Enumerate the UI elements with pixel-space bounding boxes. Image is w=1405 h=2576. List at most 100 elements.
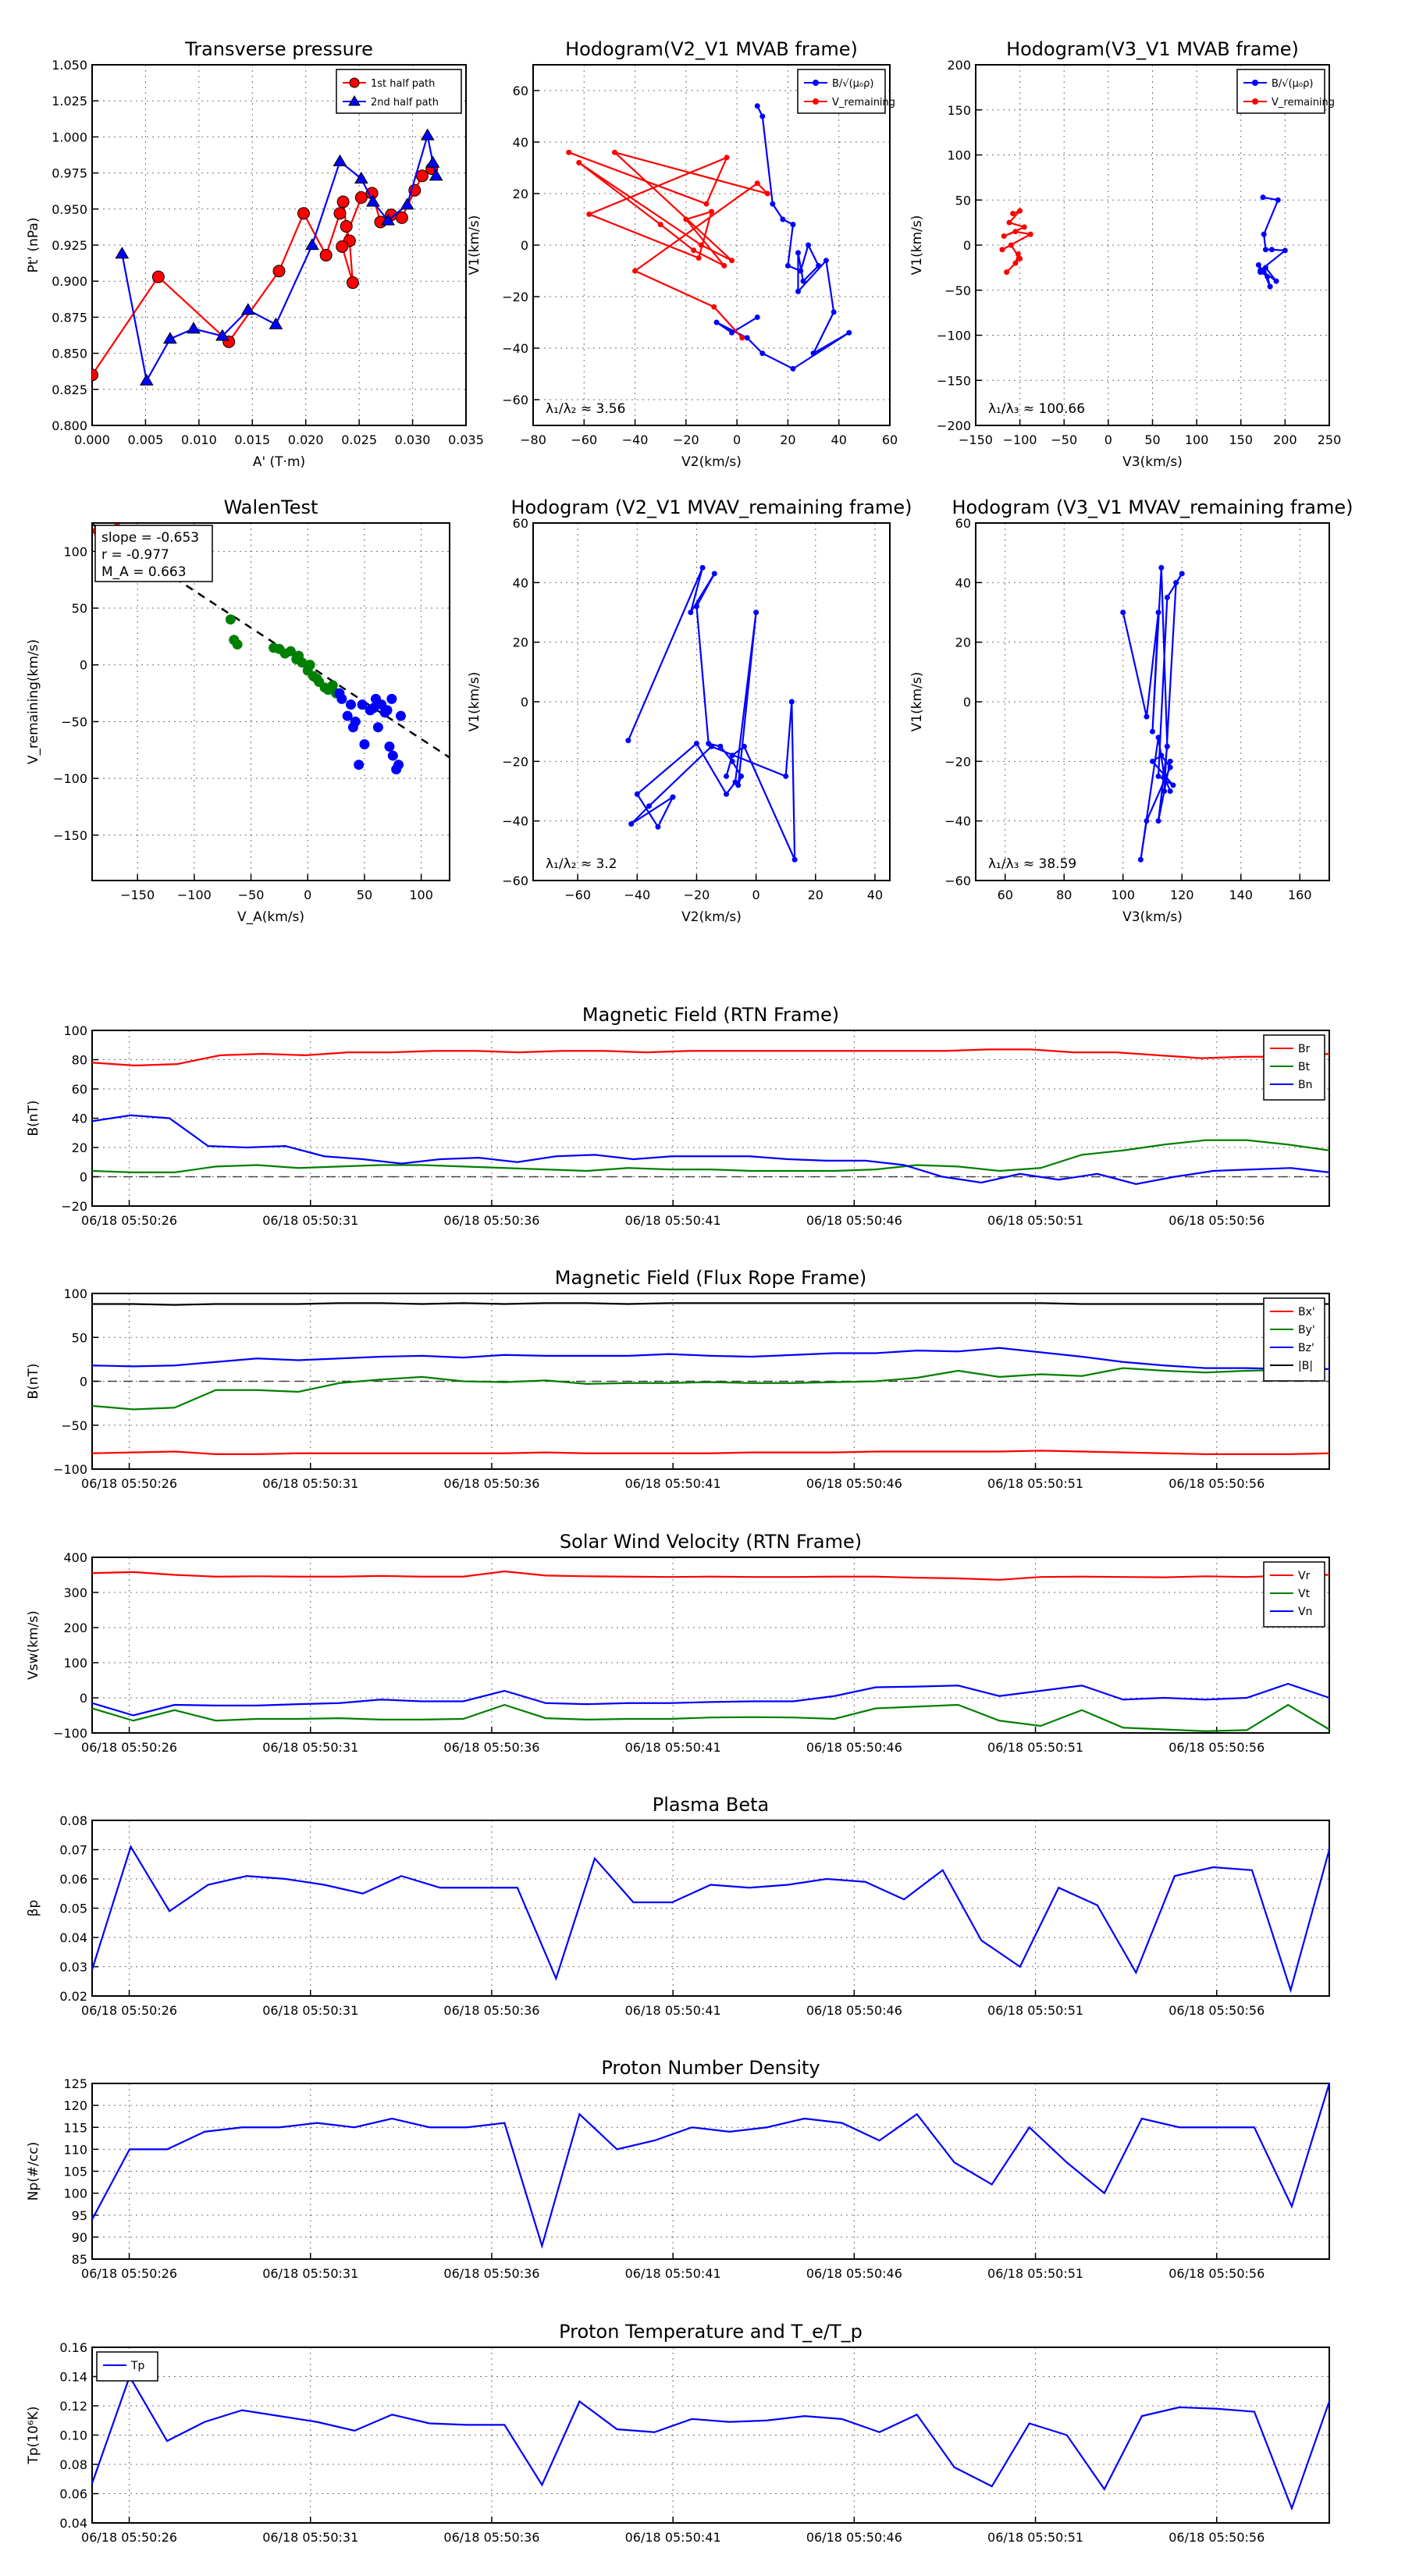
plot-area — [1120, 564, 1185, 863]
data-point — [699, 564, 706, 571]
data-point — [420, 128, 435, 141]
data-point — [754, 314, 760, 320]
data-point — [683, 216, 689, 222]
y-tick-label: 60 — [955, 516, 971, 531]
series-line — [1122, 568, 1183, 860]
data-point — [709, 208, 714, 215]
data-point — [347, 722, 358, 733]
y-tick-label: −50 — [61, 714, 87, 729]
data-point — [215, 329, 229, 341]
data-point — [429, 169, 443, 181]
data-point — [1015, 251, 1021, 258]
series-line-Bx' — [91, 1450, 1330, 1455]
data-point — [1170, 782, 1176, 788]
data-point — [1137, 856, 1144, 863]
chart-title: Hodogram(V3_V1 MVAB frame) — [1006, 38, 1299, 60]
data-point — [791, 856, 798, 863]
plot-frame — [91, 1030, 1330, 1207]
data-point — [1267, 283, 1273, 290]
data-point — [381, 213, 395, 226]
y-tick-label: 100 — [63, 1023, 87, 1038]
legend-label: Tp — [130, 2360, 145, 2372]
y-tick-label: 0 — [521, 695, 528, 710]
legend-label: B/√(μ₀ρ) — [832, 78, 873, 90]
y-tick-label: 110 — [63, 2142, 87, 2157]
data-point — [576, 159, 582, 165]
data-point — [1282, 247, 1288, 254]
legend-label: 1st half path — [371, 78, 435, 90]
y-tick-label: 200 — [947, 58, 971, 73]
legend-marker — [1252, 80, 1258, 86]
y-tick-label: −200 — [937, 418, 971, 433]
data-point — [346, 699, 357, 710]
x-tick-label: 0 — [1104, 432, 1112, 447]
legend-label: By' — [1298, 1324, 1315, 1336]
x-tick-label: 80 — [1056, 888, 1072, 902]
data-point — [274, 643, 285, 654]
x-tick-label: 06/18 05:50:31 — [262, 1740, 358, 1755]
y-tick-label: 100 — [63, 1286, 87, 1301]
x-tick-label: 06/18 05:50:51 — [987, 1476, 1083, 1491]
data-point — [729, 329, 735, 336]
plot-frame — [532, 64, 891, 426]
y-tick-label: 100 — [63, 1656, 87, 1670]
y-tick-label: 100 — [63, 2186, 87, 2201]
data-point — [415, 169, 429, 183]
data-point — [1164, 594, 1170, 600]
data-point — [1161, 773, 1168, 779]
data-point — [999, 247, 1005, 253]
y-tick-label: 100 — [947, 148, 971, 163]
y-tick-label: 40 — [72, 1112, 87, 1126]
data-point — [1144, 818, 1150, 824]
data-point — [655, 824, 661, 830]
y-tick-label: −40 — [502, 814, 528, 829]
y-tick-label: 200 — [63, 1621, 87, 1635]
data-point — [703, 201, 710, 207]
data-point — [823, 258, 829, 264]
plot-frame — [91, 2347, 1330, 2524]
data-point — [187, 322, 201, 334]
x-tick-label: 250 — [1318, 432, 1342, 447]
y-tick-label: −150 — [53, 828, 87, 843]
chart-vsw: Solar Wind Velocity (RTN Frame) 06/18 05:… — [26, 1531, 1330, 1755]
data-point — [285, 646, 296, 656]
series-line-|B| — [92, 1302, 1329, 1306]
y-tick-label: 1.050 — [52, 58, 87, 73]
plot-frame — [91, 1820, 1330, 1997]
data-point — [810, 350, 816, 357]
y-axis-label: Vsw(km/s) — [26, 1610, 41, 1680]
legend-marker — [813, 98, 819, 105]
data-point — [346, 276, 359, 290]
data-point — [1167, 764, 1173, 770]
data-point — [1027, 231, 1033, 237]
y-tick-label: 400 — [63, 1550, 87, 1565]
y-tick-label: 20 — [955, 635, 971, 650]
data-point — [1012, 260, 1019, 266]
y-tick-label: 0.05 — [59, 1902, 87, 1916]
data-point — [340, 219, 353, 233]
data-point — [738, 773, 745, 779]
data-point — [691, 247, 697, 254]
data-point — [311, 673, 322, 684]
y-tick-label: 0.975 — [52, 166, 87, 181]
stats-frame — [94, 525, 213, 582]
data-point — [1001, 233, 1007, 239]
data-point — [693, 740, 699, 746]
legend-label: Bz' — [1298, 1342, 1314, 1354]
legend-box — [1263, 1561, 1325, 1628]
x-tick-label: 06/18 05:50:51 — [987, 2530, 1083, 2545]
legend-marker — [349, 77, 360, 88]
x-axis-label: V2(km/s) — [681, 909, 742, 925]
data-point — [795, 288, 801, 294]
data-point — [1268, 247, 1275, 253]
plot-area — [92, 128, 443, 386]
series-line-By' — [91, 1367, 1330, 1411]
data-point — [1017, 208, 1023, 214]
plot-frame — [91, 522, 450, 881]
data-point — [831, 309, 837, 315]
data-point — [1260, 194, 1266, 201]
plot-area — [566, 103, 852, 372]
x-tick-label: 06/18 05:50:41 — [625, 2266, 721, 2281]
x-tick-label: 50 — [1144, 432, 1160, 447]
